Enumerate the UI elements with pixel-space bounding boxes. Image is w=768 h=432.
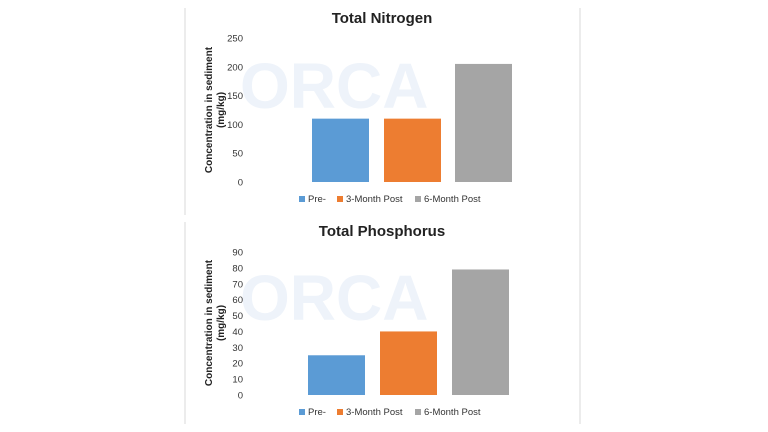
bar-nitrogen-1 (312, 118, 369, 182)
chart-title-phosphorus: Total Phosphorus (319, 223, 445, 240)
y-tick-label: 80 (232, 263, 243, 274)
bar-phosphorus-2 (380, 331, 437, 395)
y-tick-label: 60 (232, 295, 243, 306)
legend-swatch (337, 196, 343, 202)
watermark: ORCA ORCA (240, 50, 428, 334)
y-tick-label: 20 (232, 359, 243, 370)
svg-text:ORCA: ORCA (240, 262, 428, 334)
legend-label: Pre- (308, 194, 326, 205)
y-tick-label: 50 (232, 149, 243, 160)
legend-swatch (337, 409, 343, 415)
y-tick-label: 200 (227, 62, 243, 73)
legend-swatch (299, 409, 305, 415)
legend-label: Pre- (308, 407, 326, 418)
legend-swatch (415, 196, 421, 202)
y-tick-label: 40 (232, 327, 243, 338)
bar-phosphorus-1 (308, 355, 365, 395)
chart-title-nitrogen: Total Nitrogen (332, 10, 433, 27)
y-tick-label: 90 (232, 248, 243, 259)
bar-nitrogen-2 (384, 118, 441, 182)
y-tick-label: 10 (232, 375, 243, 386)
y-tick-label: 30 (232, 343, 243, 354)
legend-swatch (299, 196, 305, 202)
total-phosphorus-chart: Total Phosphorus 0 10 20 30 40 50 60 70 80 90 Conce… (204, 223, 509, 418)
y-tick-label: 100 (227, 120, 243, 131)
y-tick-label: 150 (227, 91, 243, 102)
y-tick-label: 250 (227, 34, 243, 45)
legend-swatch (415, 409, 421, 415)
y-axis-label-phosphorus: Concentration in sediment(mg/kg) (204, 259, 227, 386)
legend-label: 6-Month Post (424, 194, 481, 205)
legend-label: 3-Month Post (346, 194, 403, 205)
bar-nitrogen-3 (455, 63, 512, 182)
y-tick-label: 70 (232, 279, 243, 290)
y-tick-label: 0 (238, 391, 243, 402)
bar-phosphorus-3 (452, 269, 509, 395)
svg-text:ORCA: ORCA (240, 50, 428, 122)
y-tick-label: 0 (238, 178, 243, 189)
y-axis-label-nitrogen: Concentration in sediment(mg/kg) (204, 46, 227, 173)
y-tick-label: 50 (232, 311, 243, 322)
total-nitrogen-chart: Total Nitrogen 0 50 100 150 200 250Concentrati… (204, 10, 512, 205)
legend-label: 6-Month Post (424, 407, 481, 418)
legend-label: 3-Month Post (346, 407, 403, 418)
